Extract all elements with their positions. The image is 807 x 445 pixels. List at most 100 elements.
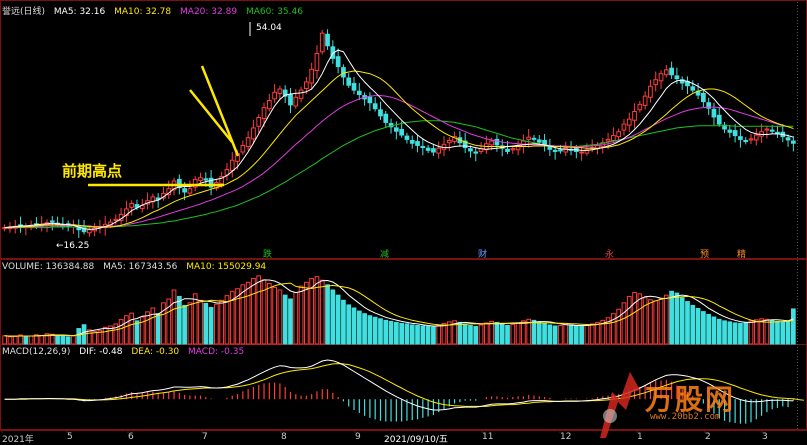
volume-bar [727, 321, 733, 345]
candle-body [579, 151, 584, 154]
volume-bar [44, 333, 50, 345]
volume-bar [674, 292, 680, 345]
candle-body [552, 149, 558, 152]
candle-body [690, 86, 696, 91]
volume-bar [552, 325, 558, 345]
volume-bar [203, 302, 209, 345]
volume-bar [7, 336, 13, 345]
x-label-4: 8 [281, 432, 287, 442]
volume-bar [118, 319, 124, 345]
volume-bar [732, 322, 738, 345]
volume-bar [378, 318, 383, 345]
candle-body [489, 140, 494, 146]
volume-bar [648, 299, 653, 345]
candle-body [335, 56, 341, 68]
low-price-label: ←16.25 [56, 241, 90, 251]
volume-bar [616, 308, 622, 345]
main-legend: 誉远(日线) MA5: 32.16 MA10: 32.78 MA20: 32.8… [2, 4, 309, 17]
candle-body [769, 129, 775, 132]
volume-bar [65, 336, 71, 345]
candle-body [261, 107, 267, 120]
candle-body [240, 144, 246, 153]
candle-body [304, 81, 309, 89]
candle-body [732, 130, 738, 137]
volume-bar [637, 293, 643, 345]
volume-bar [415, 324, 420, 345]
volume-bar [224, 295, 230, 345]
candle-body [526, 136, 532, 140]
volume-bar [372, 316, 378, 345]
volume-bar [166, 298, 172, 345]
x-label-5: 9 [355, 432, 361, 442]
event-tag-yong[interactable]: 永 [605, 250, 615, 260]
ma5-legend: MA5: 32.16 [53, 7, 106, 17]
volume-bar [573, 325, 579, 345]
volume-bar [362, 313, 367, 345]
event-tag-yu[interactable]: 预 [700, 250, 710, 260]
volume-bar [229, 290, 235, 345]
volume-bar [219, 299, 225, 345]
volume-ma10: MA10: 155029.94 [186, 262, 267, 272]
candle-body [256, 117, 262, 127]
watermark-url: www.20bb2.com [650, 412, 721, 422]
candle-body [637, 103, 643, 111]
volume-bar [39, 335, 45, 345]
volume-bar [468, 324, 473, 345]
volume-bar [304, 281, 309, 345]
volume-bar [701, 311, 706, 345]
volume-bar [626, 295, 632, 345]
event-tag-die[interactable]: 跌 [263, 250, 273, 260]
volume-bar [235, 288, 240, 345]
candle-body [182, 188, 187, 193]
candle-body [711, 108, 717, 118]
candle-body [49, 220, 55, 223]
candle-body [293, 96, 299, 107]
event-tag-jian[interactable]: 减 [380, 250, 390, 260]
volume-bar [584, 324, 590, 345]
volume-bar [759, 318, 764, 345]
ma60-line [4, 120, 794, 229]
volume-bar [505, 324, 510, 345]
candle-body [203, 178, 209, 181]
volume-bar [272, 286, 277, 345]
volume-bar [420, 325, 426, 345]
x-label-1: 5 [67, 432, 73, 442]
volume-bar [266, 283, 272, 345]
volume-bar [108, 325, 113, 345]
volume-bar [526, 318, 532, 345]
x-label-0: 2021年 [2, 435, 34, 445]
ma60-legend: MA60: 35.46 [245, 7, 303, 17]
volume-bar [383, 319, 389, 345]
candle-body [642, 95, 648, 106]
volume-bar [669, 290, 674, 345]
volume-bar [563, 323, 569, 345]
candle-body [251, 127, 256, 140]
volume-ma5: MA5: 167343.56 [103, 262, 178, 272]
volume-bar [134, 320, 140, 345]
volume-bar [568, 324, 574, 345]
candle-body [415, 141, 420, 146]
volume-bar [489, 320, 494, 345]
event-tag-jing[interactable]: 精 [737, 250, 747, 260]
watermark-logo: 万股网 [645, 383, 736, 416]
candle-body [621, 123, 627, 131]
candle-body [245, 137, 251, 148]
candle-body [129, 202, 135, 208]
candle-body [187, 188, 193, 194]
volume-bar [743, 321, 749, 345]
candle-body [658, 73, 664, 82]
volume-bar [499, 323, 505, 345]
volume-bar [685, 301, 690, 345]
event-tag-cai[interactable]: 财 [478, 250, 488, 260]
candle-body [748, 138, 754, 141]
x-label-9: 1 [637, 432, 643, 442]
candle-body [272, 91, 277, 100]
volume-bar [298, 285, 304, 345]
candle-body [584, 149, 590, 154]
volume-bar [409, 324, 415, 345]
candle-body [192, 178, 198, 188]
volume-bar [208, 306, 214, 345]
candle-body [198, 177, 203, 181]
volume-bar [785, 320, 791, 345]
